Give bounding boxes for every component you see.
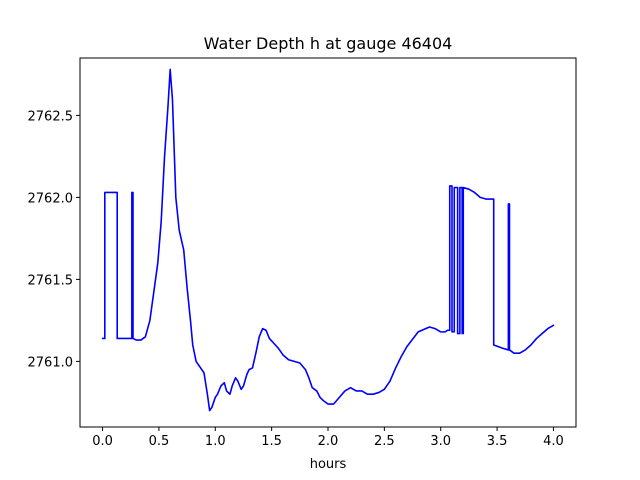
x-tick-label: 3.0 [430,434,451,449]
x-tick-label: 2.0 [318,434,339,449]
y-tick-label: 2762.5 [28,109,74,124]
series-layer [101,68,555,412]
x-tick-label: 0.0 [92,434,113,449]
y-tick-label: 2762.0 [28,191,74,206]
series-line-0 [101,68,555,412]
x-axis-title: hours [310,457,347,472]
chart-title: Water Depth h at gauge 46404 [204,34,453,53]
y-tick-label: 2761.5 [28,273,74,288]
y-tick-label: 2761.0 [28,355,74,370]
x-tick-label: 3.5 [487,434,508,449]
x-tick-label: 2.5 [374,434,395,449]
x-tick-label: 0.5 [149,434,170,449]
x-tick-label: 1.0 [205,434,226,449]
x-tick-label: 4.0 [543,434,564,449]
x-tick-label: 1.5 [261,434,282,449]
y-axis: 2761.0 2761.5 2762.0 2762.5 [28,109,80,370]
x-axis: 0.0 0.5 1.0 1.5 2.0 2.5 3.0 3.5 4.0 [92,427,564,449]
